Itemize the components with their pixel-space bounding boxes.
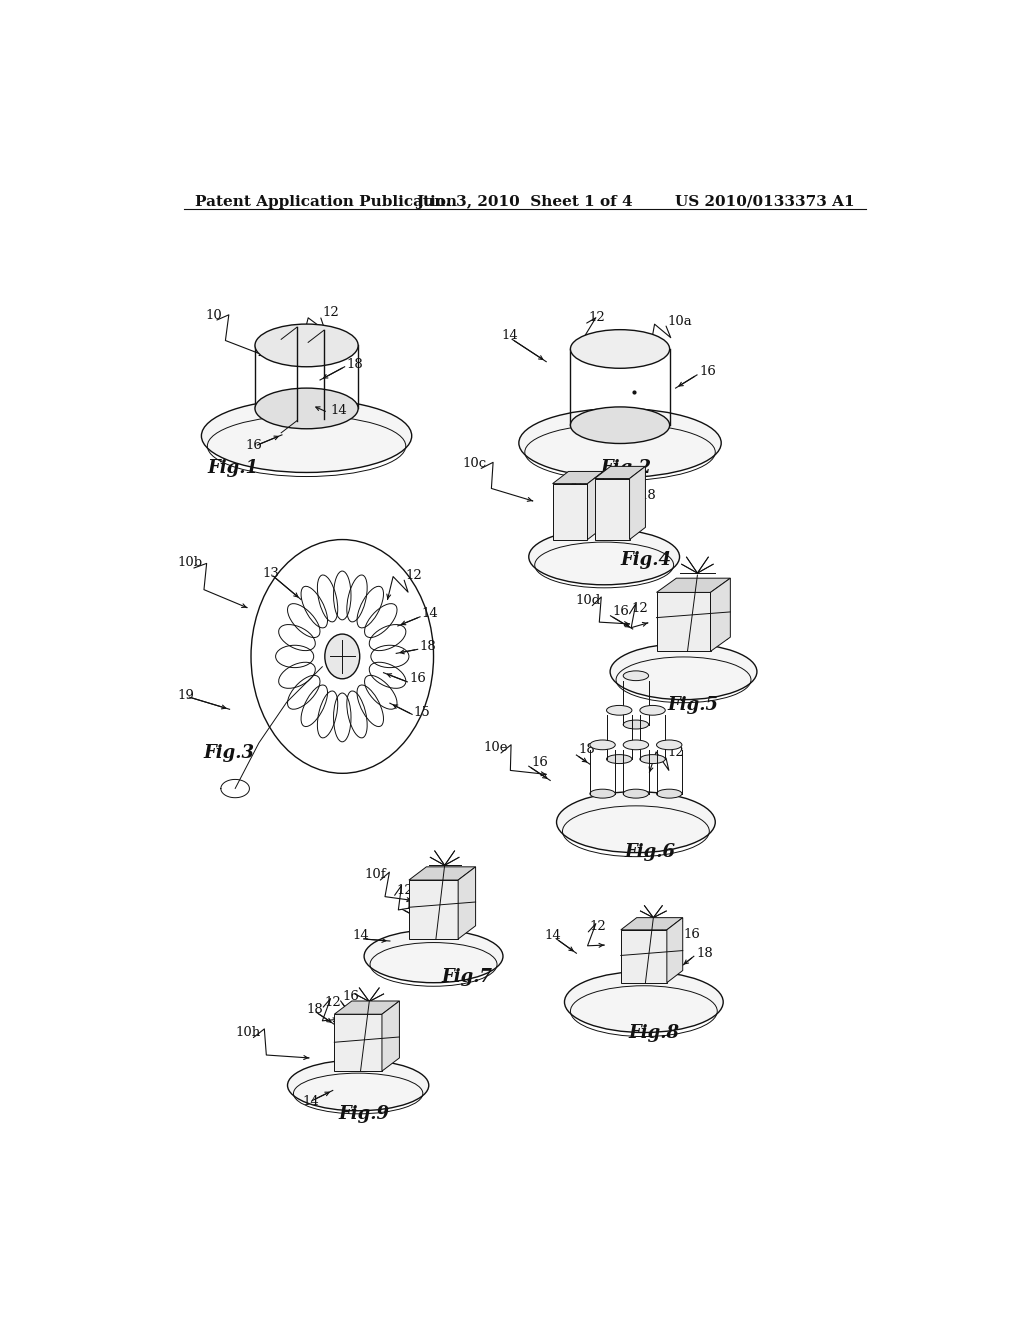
Text: 10c: 10c [463, 457, 487, 470]
Ellipse shape [606, 705, 632, 715]
Ellipse shape [656, 789, 682, 799]
Polygon shape [458, 867, 475, 939]
Polygon shape [588, 471, 603, 540]
Ellipse shape [624, 721, 648, 729]
Ellipse shape [624, 789, 648, 799]
Ellipse shape [202, 399, 412, 473]
Text: Jun. 3, 2010  Sheet 1 of 4: Jun. 3, 2010 Sheet 1 of 4 [417, 195, 633, 209]
Text: 12: 12 [588, 312, 605, 325]
Text: 16: 16 [613, 605, 630, 618]
Text: Fig.1: Fig.1 [207, 459, 258, 478]
Text: Fig.8: Fig.8 [628, 1023, 679, 1041]
Text: 19: 19 [177, 689, 195, 701]
Ellipse shape [288, 1060, 429, 1110]
Text: Fig.9: Fig.9 [338, 1105, 389, 1123]
Polygon shape [409, 867, 475, 880]
Polygon shape [667, 917, 683, 982]
Text: 12: 12 [325, 995, 342, 1008]
Text: 12: 12 [323, 306, 339, 319]
Text: 10a: 10a [668, 314, 692, 327]
Text: 18: 18 [696, 946, 713, 960]
Text: 16: 16 [404, 899, 421, 912]
Text: 14: 14 [422, 607, 438, 620]
Ellipse shape [255, 388, 358, 429]
Text: 14: 14 [501, 329, 518, 342]
Ellipse shape [610, 644, 757, 700]
Text: Fig.7: Fig.7 [441, 968, 493, 986]
Text: Fig.2: Fig.2 [600, 459, 651, 478]
Text: 12: 12 [631, 602, 648, 615]
Polygon shape [334, 1001, 399, 1014]
Text: 16: 16 [410, 672, 427, 685]
Text: 10b: 10b [177, 557, 203, 569]
Text: 16: 16 [531, 755, 548, 768]
Text: 13: 13 [263, 566, 280, 579]
Ellipse shape [528, 529, 680, 585]
Text: 12: 12 [396, 883, 413, 896]
Text: Fig.3: Fig.3 [204, 744, 254, 762]
Text: US 2010/0133373 A1: US 2010/0133373 A1 [675, 195, 854, 209]
Ellipse shape [656, 741, 682, 750]
Polygon shape [595, 479, 630, 540]
Text: 10g: 10g [658, 919, 683, 932]
Polygon shape [621, 929, 667, 982]
Text: 18: 18 [578, 743, 595, 756]
Text: 12: 12 [570, 475, 587, 488]
Text: 10h: 10h [236, 1026, 260, 1039]
Polygon shape [630, 466, 645, 540]
Ellipse shape [624, 671, 648, 681]
Text: 14: 14 [352, 929, 370, 942]
Text: 18: 18 [640, 490, 656, 503]
Circle shape [325, 634, 359, 678]
Text: 12: 12 [590, 920, 606, 933]
Text: Fig.6: Fig.6 [624, 842, 675, 861]
Text: 18: 18 [419, 640, 436, 653]
Polygon shape [595, 466, 645, 479]
Polygon shape [382, 1001, 399, 1071]
Ellipse shape [590, 789, 615, 799]
Ellipse shape [640, 705, 666, 715]
Text: 14: 14 [303, 1096, 319, 1107]
Polygon shape [334, 1014, 382, 1071]
Text: 18: 18 [306, 1003, 324, 1015]
Polygon shape [621, 917, 683, 929]
Ellipse shape [570, 407, 670, 444]
Text: 18: 18 [346, 358, 362, 371]
Text: 14: 14 [713, 630, 730, 643]
Ellipse shape [570, 330, 670, 368]
Polygon shape [656, 578, 730, 593]
Ellipse shape [557, 792, 716, 853]
Polygon shape [553, 471, 603, 483]
Polygon shape [711, 578, 730, 651]
Text: 16: 16 [699, 366, 716, 379]
Ellipse shape [606, 755, 632, 763]
Text: 14: 14 [545, 929, 561, 942]
Text: 16: 16 [246, 438, 262, 451]
Text: 16: 16 [588, 490, 605, 503]
Text: 10: 10 [206, 309, 222, 322]
Text: 10e: 10e [483, 742, 508, 755]
Text: 10d: 10d [575, 594, 601, 607]
Ellipse shape [564, 972, 723, 1032]
Text: Fig.4: Fig.4 [620, 550, 671, 569]
Ellipse shape [519, 408, 721, 478]
Polygon shape [656, 593, 711, 651]
Text: Fig.5: Fig.5 [668, 696, 719, 714]
Ellipse shape [590, 741, 615, 750]
Text: 15: 15 [414, 706, 430, 719]
Text: 16: 16 [684, 928, 700, 941]
Text: 16: 16 [342, 990, 359, 1003]
Polygon shape [553, 483, 588, 540]
Text: 14: 14 [331, 404, 347, 417]
Text: Patent Application Publication: Patent Application Publication [196, 195, 458, 209]
Ellipse shape [255, 325, 358, 367]
Text: 10f: 10f [365, 869, 386, 882]
Ellipse shape [624, 741, 648, 750]
Polygon shape [409, 880, 458, 939]
Ellipse shape [365, 929, 503, 982]
Ellipse shape [640, 755, 666, 763]
Text: 18: 18 [706, 606, 723, 619]
Text: 12: 12 [406, 569, 423, 582]
Text: 12: 12 [668, 747, 684, 759]
